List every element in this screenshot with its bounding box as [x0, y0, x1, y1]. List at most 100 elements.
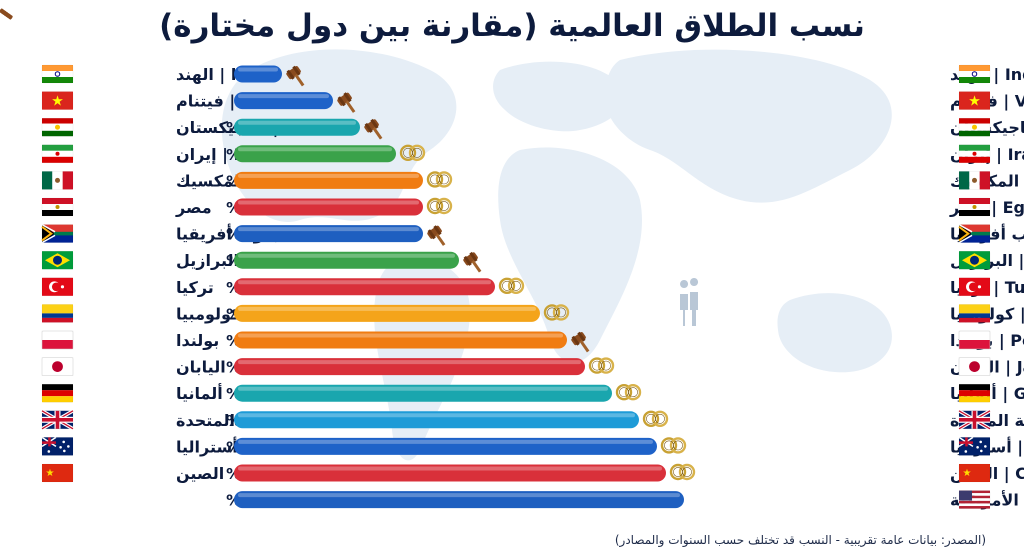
- flag-icon: [41, 171, 74, 190]
- chart-row: ألمانيا%38Germany | ألمانيا: [41, 383, 1024, 404]
- wedding-rings-icon: [399, 144, 426, 162]
- chart-row: المكسيك%17Mexico | المكسيك: [41, 171, 1024, 191]
- bar: [234, 411, 639, 429]
- bar-highlight: [238, 67, 278, 72]
- flag-icon: ★: [41, 91, 74, 110]
- bar-highlight: [238, 493, 680, 498]
- flag-icon: [958, 277, 991, 297]
- people-silhouette: [680, 278, 699, 326]
- chart-row: تركيا%25Turkey | تركيا: [41, 277, 1024, 298]
- flag-icon: ★: [958, 91, 991, 110]
- flag-icon: [958, 304, 991, 323]
- map-africa: [498, 147, 642, 363]
- flag-icon: [41, 357, 74, 376]
- chart-row: Iran | إيران%14Iran | إيران: [41, 144, 1024, 165]
- bar-highlight: [238, 306, 536, 311]
- bar-highlight: [238, 360, 581, 365]
- flag-icon: [958, 171, 991, 190]
- chart-row: المملكة المتحدة%41UK | المملكة المتحدة: [41, 409, 1024, 431]
- bar: [234, 358, 585, 376]
- wedding-rings-icon: [669, 463, 696, 481]
- flag-icon: [958, 197, 991, 217]
- flag-icon: [41, 277, 74, 297]
- bar: [234, 92, 333, 110]
- bar-highlight: [238, 386, 608, 391]
- map-australia: [777, 293, 892, 373]
- flag-icon: [958, 436, 991, 456]
- flag-icon: [958, 117, 991, 137]
- bar-highlight: [238, 120, 356, 125]
- chart-row: %46USA | الولايات المتحدة الأمريكية: [226, 490, 1024, 511]
- left-country-label: ألمانيا: [176, 383, 223, 403]
- chart-row: Ta | طاجيكستان%10Tajikistan | طاجيكستان: [0, 8, 1024, 140]
- left-country-label: البرازيل: [176, 251, 239, 270]
- bar: [234, 145, 396, 163]
- map-europe: [493, 61, 625, 132]
- bar: [234, 118, 360, 136]
- flag-icon: [41, 250, 74, 270]
- chart-title: نسب الطلاق العالمية (مقارنة بين دول مختا…: [159, 8, 865, 44]
- chart-row: جنوب أفريقيا%17South Africa | جنوب أفريق…: [0, 8, 1024, 246]
- left-country-label: بولندا: [176, 331, 219, 350]
- flag-icon: [41, 64, 74, 84]
- bar: [234, 331, 567, 349]
- wedding-rings-icon: [660, 437, 687, 454]
- bar-highlight: [238, 94, 329, 99]
- chart-row: أستراليا%43Australia | أستراليا: [41, 436, 1024, 457]
- bar-highlight: [238, 200, 419, 205]
- chart-row: ★V | فيتنام%7Vietnam | فيتنام★: [0, 8, 1024, 113]
- flag-icon: [41, 383, 74, 403]
- map-asia: [604, 49, 892, 203]
- bar: [234, 304, 540, 322]
- bar-highlight: [238, 253, 455, 258]
- flag-icon: [41, 223, 74, 244]
- wedding-rings-icon: [498, 277, 525, 294]
- svg-text:★: ★: [51, 94, 64, 110]
- bar-highlight: [238, 466, 662, 471]
- flag-icon: [41, 197, 74, 217]
- flag-icon: [958, 490, 991, 509]
- left-country-label: كولومبيا: [176, 304, 241, 323]
- left-country-label: مصر: [175, 198, 212, 217]
- svg-text:★: ★: [968, 94, 981, 110]
- wedding-rings-icon: [426, 197, 453, 215]
- bar-highlight: [238, 333, 563, 338]
- flag-icon: [41, 436, 74, 456]
- flag-icon: [958, 64, 991, 84]
- flag-icon: [41, 304, 74, 323]
- chart-row: البرازيل%21Brazil | البرازيل: [0, 8, 1024, 273]
- left-country-label: تركيا: [176, 278, 214, 297]
- wedding-rings-icon: [588, 357, 615, 374]
- bar-highlight: [238, 173, 419, 178]
- gavel-icon: [0, 8, 590, 353]
- left-country-label: ا | الهند: [176, 65, 236, 85]
- bar: [234, 198, 423, 216]
- bar-highlight: [238, 413, 635, 418]
- flag-icon: [41, 409, 74, 431]
- flag-icon: [958, 144, 991, 164]
- svg-text:★: ★: [46, 468, 55, 479]
- chart-row: بولندا%33Poland | بولندا: [0, 8, 1024, 353]
- chart-row: ا | الهند%1India | الهند: [0, 8, 1024, 87]
- bar: [234, 65, 282, 83]
- bar: [234, 437, 657, 455]
- flag-icon: [958, 383, 991, 403]
- wedding-rings-icon: [543, 304, 570, 321]
- bar: [234, 251, 459, 269]
- left-country-label: V | فيتنام: [176, 92, 254, 112]
- left-country-label: اليابان: [176, 358, 226, 377]
- wedding-rings-icon: [642, 410, 669, 427]
- flag-icon: [958, 223, 991, 244]
- left-country-label: أستراليا: [176, 436, 238, 456]
- flag-icon: [958, 330, 991, 350]
- bar-highlight: [238, 147, 392, 152]
- flag-icon: [958, 409, 991, 431]
- svg-text:★: ★: [963, 468, 972, 479]
- flag-icon: [958, 357, 991, 376]
- chart-row: ★الصين%44China | الصين★: [41, 463, 1024, 484]
- bar-highlight: [238, 439, 653, 444]
- bar: [234, 225, 423, 243]
- bar-highlight: [238, 227, 419, 232]
- flag-icon: [41, 144, 74, 164]
